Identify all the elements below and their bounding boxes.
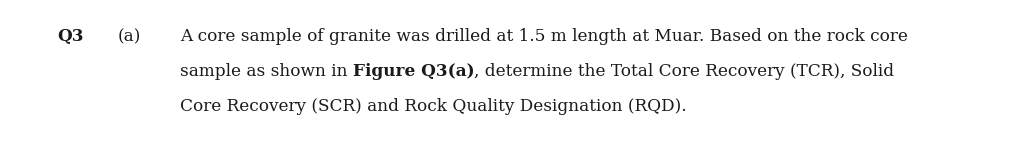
Text: sample as shown in: sample as shown in	[180, 63, 353, 80]
Text: Figure Q3(a): Figure Q3(a)	[353, 63, 475, 80]
Text: , determine the Total Core Recovery (TCR), Solid: , determine the Total Core Recovery (TCR…	[475, 63, 894, 80]
Text: (a): (a)	[118, 28, 141, 45]
Text: Core Recovery (SCR) and Rock Quality Designation (RQD).: Core Recovery (SCR) and Rock Quality Des…	[180, 98, 687, 115]
Text: A core sample of granite was drilled at 1.5 m length at Muar. Based on the rock : A core sample of granite was drilled at …	[180, 28, 908, 45]
Text: Q3: Q3	[57, 28, 84, 45]
